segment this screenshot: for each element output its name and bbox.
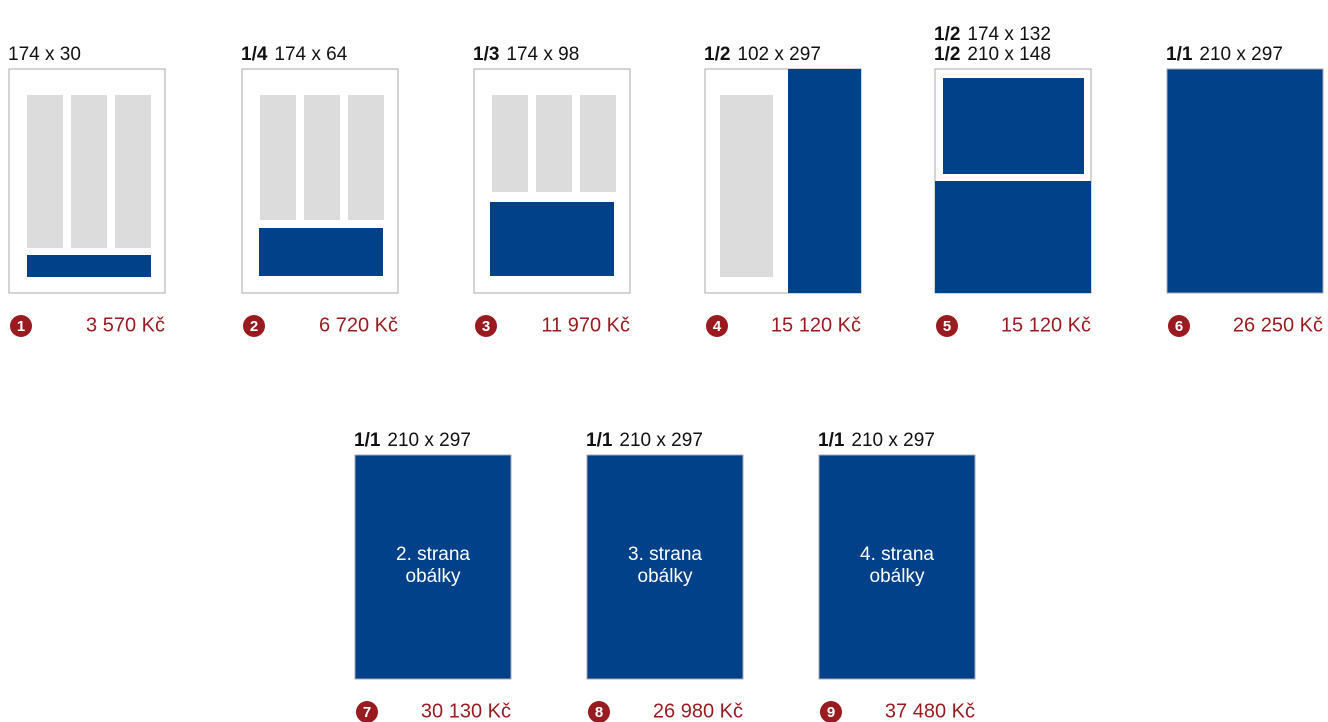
number: 2 xyxy=(250,318,258,335)
size: 210 x 297 xyxy=(387,430,470,451)
column xyxy=(71,95,107,248)
column xyxy=(115,95,151,248)
price: 26 250 Kč xyxy=(1233,314,1323,336)
fraction: 1/2 xyxy=(934,24,960,45)
fraction: 1/3 xyxy=(473,44,499,65)
price: 15 120 Kč xyxy=(771,314,861,336)
page xyxy=(1166,68,1324,294)
size-label: 1/1 210 x 297 xyxy=(1166,44,1283,65)
size-label: 1/2 102 x 297 xyxy=(704,44,821,65)
number: 1 xyxy=(17,318,25,335)
size-label: 1/1 210 x 297 xyxy=(354,430,471,451)
ad-area xyxy=(27,255,151,277)
size: 174 x 64 xyxy=(274,44,347,65)
number: 7 xyxy=(363,704,371,721)
ad-option: 1/1 210 x 297 6 26 250 Kč xyxy=(1166,44,1324,337)
size-label: 1/2 210 x 148 xyxy=(934,44,1051,65)
ad-area xyxy=(943,78,1084,174)
size: 210 x 297 xyxy=(619,430,702,451)
size: 210 x 297 xyxy=(851,430,934,451)
ad-area xyxy=(490,202,614,276)
number-badge xyxy=(706,315,728,337)
number-badge xyxy=(1168,315,1190,337)
price: 15 120 Kč xyxy=(1001,314,1091,336)
number: 8 xyxy=(595,704,603,721)
page-caption: obálky xyxy=(638,566,693,587)
column xyxy=(304,95,340,220)
page-caption: 3. strana xyxy=(628,544,702,565)
ad-area xyxy=(935,181,1091,293)
page xyxy=(354,454,512,680)
column xyxy=(536,95,572,192)
size-label: 1/3 174 x 98 xyxy=(473,44,579,65)
size: 210 x 148 xyxy=(967,44,1050,65)
column xyxy=(720,95,773,277)
size-label: 1/1 210 x 297 xyxy=(586,430,703,451)
size: 210 x 297 xyxy=(1199,44,1282,65)
size: 174 x 98 xyxy=(506,44,579,65)
number-badge xyxy=(820,701,842,722)
column xyxy=(348,95,384,220)
page xyxy=(818,454,976,680)
number-badge xyxy=(588,701,610,722)
fraction: 1/4 xyxy=(241,44,268,65)
ad-area xyxy=(259,228,383,276)
price: 11 970 Kč xyxy=(541,314,630,336)
price: 3 570 Kč xyxy=(86,314,165,336)
size: 174 x 30 xyxy=(8,44,81,65)
size-label: 174 x 30 xyxy=(8,44,81,65)
number-badge xyxy=(356,701,378,722)
number: 3 xyxy=(482,318,490,335)
number: 5 xyxy=(943,318,951,335)
number: 6 xyxy=(1175,318,1183,335)
price: 37 480 Kč xyxy=(885,700,975,722)
column xyxy=(260,95,296,220)
ad-area xyxy=(788,69,861,293)
price: 26 980 Kč xyxy=(653,700,743,722)
page-caption: 2. strana xyxy=(396,544,470,565)
page-caption: obálky xyxy=(406,566,461,587)
number: 4 xyxy=(713,318,722,335)
fraction: 1/1 xyxy=(354,430,381,451)
number-badge xyxy=(475,315,497,337)
number: 9 xyxy=(827,704,835,721)
fraction: 1/2 xyxy=(704,44,730,65)
page-caption: 4. strana xyxy=(860,544,934,565)
column xyxy=(27,95,63,248)
size-label: 1/2 174 x 132 xyxy=(934,24,1051,45)
number-badge xyxy=(243,315,265,337)
fraction: 1/1 xyxy=(818,430,845,451)
price: 6 720 Kč xyxy=(319,314,398,336)
number-badge xyxy=(10,315,32,337)
fraction: 1/1 xyxy=(1166,44,1193,65)
size: 174 x 132 xyxy=(967,24,1050,45)
column xyxy=(580,95,616,192)
size-label: 1/1 210 x 297 xyxy=(818,430,935,451)
size: 102 x 297 xyxy=(737,44,820,65)
fraction: 1/2 xyxy=(934,44,960,65)
fraction: 1/1 xyxy=(586,430,613,451)
page xyxy=(586,454,744,680)
number-badge xyxy=(936,315,958,337)
price: 30 130 Kč xyxy=(421,700,511,722)
size-label: 1/4 174 x 64 xyxy=(241,44,348,65)
column xyxy=(492,95,528,192)
page-caption: obálky xyxy=(870,566,925,587)
